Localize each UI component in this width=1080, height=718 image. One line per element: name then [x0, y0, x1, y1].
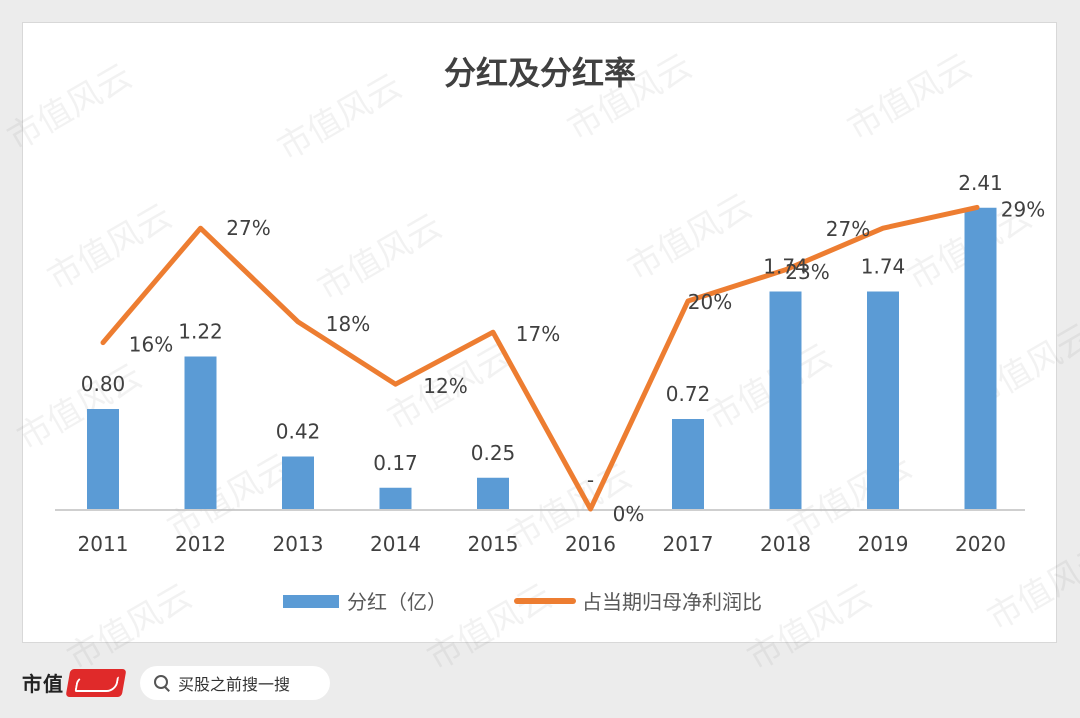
footer-bar: 市值 买股之前搜一搜 [0, 652, 1080, 718]
bar-data-labels: 0.80 1.22 0.42 0.17 0.25 - 0.72 1.74 1.74 2.41 [81, 171, 1003, 492]
line-label-2014: 12% [423, 374, 467, 398]
line-label-2017: 20% [688, 290, 732, 314]
bar-2014 [379, 487, 412, 509]
x-tick-2016: 2016 [565, 532, 616, 556]
bar-2011 [87, 409, 119, 509]
bar-2019 [867, 291, 899, 509]
x-tick-2013: 2013 [273, 532, 324, 556]
legend-line-label: 占当期归母净利润比 [582, 590, 762, 614]
bar-label-2019: 1.74 [861, 255, 906, 279]
bar-label-2012: 1.22 [178, 320, 223, 344]
legend-bar-swatch [283, 595, 339, 608]
bar-2015 [477, 477, 509, 509]
bar-label-2018: 1.74 [763, 255, 808, 279]
search-text: 买股之前搜一搜 [178, 675, 291, 694]
line-label-2018: 23% [785, 260, 829, 284]
chart-title: 分红及分红率 [444, 54, 636, 92]
legend-bar-label: 分红（亿） [347, 590, 447, 614]
line-label-2013: 18% [326, 312, 370, 336]
line-label-2011: 16% [129, 333, 173, 357]
bar-label-2015: 0.25 [471, 441, 516, 465]
bar-label-2017: 0.72 [666, 382, 711, 406]
brand-logo: 市值 [22, 668, 127, 697]
line-label-2012: 27% [226, 216, 270, 240]
bar-label-2013: 0.42 [276, 420, 321, 444]
bar-label-2014: 0.17 [373, 451, 418, 475]
bar-2018 [769, 291, 802, 509]
bar-label-2020: 2.41 [958, 171, 1003, 195]
line-label-2020: 29% [1001, 197, 1045, 221]
bar-2012 [184, 356, 217, 509]
x-tick-2017: 2017 [663, 532, 714, 556]
x-tick-2018: 2018 [760, 532, 811, 556]
line-label-2016: 0% [613, 502, 645, 526]
legend: 分红（亿） 占当期归母净利润比 [283, 590, 762, 614]
brand-seal-icon [65, 668, 127, 697]
line-label-2015: 17% [516, 322, 560, 346]
bar-2013 [282, 456, 314, 509]
bar-label-2011: 0.80 [81, 372, 126, 396]
x-tick-2011: 2011 [78, 532, 129, 556]
x-tick-2020: 2020 [955, 532, 1006, 556]
bar-label-2016: - [587, 468, 594, 492]
x-tick-2014: 2014 [370, 532, 421, 556]
bar-2017 [672, 419, 704, 509]
line-label-2019: 27% [826, 217, 870, 241]
search-box[interactable]: 买股之前搜一搜 [140, 666, 330, 700]
x-tick-2015: 2015 [468, 532, 519, 556]
bar-2020 [964, 207, 997, 509]
line-series [100, 204, 980, 512]
brand-name: 市值 [22, 672, 64, 696]
x-tick-labels: 2011 2012 2013 2014 2015 2016 2017 2018 2019 2020 [78, 532, 1006, 556]
search-icon [154, 675, 170, 691]
bar-series [87, 207, 997, 509]
x-tick-2012: 2012 [175, 532, 226, 556]
line-path [100, 204, 980, 512]
x-tick-2019: 2019 [858, 532, 909, 556]
line-data-labels: 16% 27% 18% 12% 17% 0% 20% 23% 27% 29% [129, 197, 1045, 526]
